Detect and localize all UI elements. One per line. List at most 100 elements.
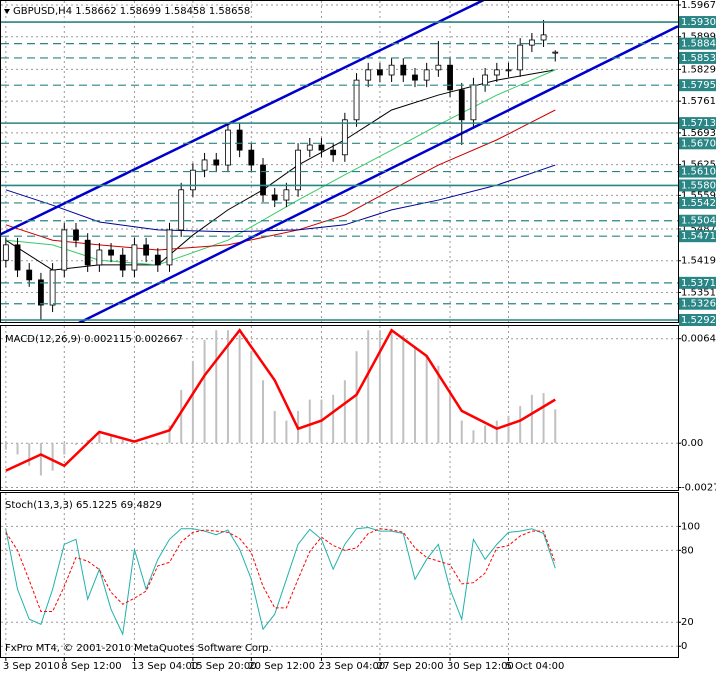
level-label: 1.53269 xyxy=(681,299,716,310)
stoch-title: Stoch(13,3,3) 65.1225 69.4829 xyxy=(5,500,162,511)
x-tick-label: 20 Sep 12:00 xyxy=(248,661,315,672)
level-label-box xyxy=(679,16,716,29)
histogram-bar xyxy=(332,394,335,444)
chart-title: GBPUSD,H4 1.58662 1.58699 1.58458 1.5865… xyxy=(13,6,250,17)
candle-body xyxy=(271,194,278,201)
candle-body xyxy=(131,244,138,271)
candle-body xyxy=(26,269,33,281)
candle-body xyxy=(295,149,301,191)
y-tick-label: 1.54870 xyxy=(681,224,716,235)
candle-body xyxy=(49,269,56,306)
histogram-bar xyxy=(74,443,77,445)
histogram-bar xyxy=(355,351,358,444)
candle-body xyxy=(38,279,44,306)
candle-body xyxy=(236,129,243,151)
histogram-bar xyxy=(495,420,498,444)
y-tick-label: 0.00 xyxy=(681,438,703,449)
candle-body xyxy=(73,229,79,241)
candle-body xyxy=(154,254,161,266)
candle-body xyxy=(201,159,208,171)
x-tick-label: 13 Sep 04:00 xyxy=(131,661,198,672)
level-label-box xyxy=(679,179,716,192)
level-label-box xyxy=(679,117,716,130)
histogram-bar xyxy=(378,330,381,444)
histogram-bar xyxy=(437,365,440,444)
y-tick-label: 1.58290 xyxy=(681,64,716,75)
histogram-bar xyxy=(273,410,276,444)
candle-body xyxy=(435,64,442,71)
level-label-box xyxy=(679,230,716,243)
histogram-bar xyxy=(554,409,557,444)
indicator-line xyxy=(5,528,556,612)
histogram-bar xyxy=(413,346,416,444)
candle-body xyxy=(447,64,453,91)
macd-panel-frame xyxy=(0,325,679,491)
level-label: 1.55047 xyxy=(681,216,716,227)
histogram-bar xyxy=(156,443,159,445)
trendline xyxy=(1,1,485,236)
x-tick-label: 15 Sep 20:00 xyxy=(190,661,257,672)
histogram-bar xyxy=(191,360,194,444)
indicator-line xyxy=(5,527,556,636)
level-label: 1.58536 xyxy=(681,53,716,64)
y-tick-label: 1.58990 xyxy=(681,32,716,43)
level-label: 1.56706 xyxy=(681,138,716,149)
candle-body xyxy=(458,89,465,121)
histogram-bar xyxy=(4,443,7,450)
candle-body xyxy=(470,84,477,121)
level-label: 1.59305 xyxy=(681,17,716,28)
candle-body xyxy=(318,144,325,151)
indicator-line xyxy=(5,69,556,266)
candle-body xyxy=(14,244,21,271)
candle-body xyxy=(353,79,360,121)
candle-body xyxy=(225,129,231,166)
level-label-box xyxy=(679,276,716,289)
histogram-bar xyxy=(63,443,66,455)
x-tick-label: 23 Sep 04:00 xyxy=(318,661,385,672)
candle-body xyxy=(2,244,9,261)
level-label-box xyxy=(679,214,716,227)
stoch-panel-frame xyxy=(0,492,679,658)
candle-body xyxy=(505,69,512,72)
x-tick-label: 30 Sep 12:00 xyxy=(447,661,514,672)
histogram-bar xyxy=(238,335,241,444)
y-tick-label: 1.59670 xyxy=(681,0,716,11)
y-tick-label: -0.002745 xyxy=(681,482,716,493)
candle-body xyxy=(552,51,559,54)
x-tick-label: 3 Sep 2010 xyxy=(3,661,60,672)
level-label-box xyxy=(679,51,716,64)
x-tick-label: 27 Sep 20:00 xyxy=(377,661,444,672)
histogram-bar xyxy=(168,425,171,444)
level-label-box xyxy=(679,79,716,92)
histogram-bar xyxy=(308,399,311,444)
candle-body xyxy=(412,74,418,81)
y-tick-label: 1.57610 xyxy=(681,96,716,107)
histogram-bar xyxy=(51,443,54,471)
candle-body xyxy=(377,69,383,76)
price-panel-frame xyxy=(0,0,679,323)
histogram-bar xyxy=(285,420,288,444)
histogram-bar xyxy=(367,330,370,444)
level-label-box xyxy=(679,37,716,50)
x-tick-label: 8 Sep 12:00 xyxy=(61,661,121,672)
histogram-bar xyxy=(425,356,428,444)
candle-body xyxy=(260,164,266,196)
candle-body xyxy=(178,189,185,231)
y-tick-label: 20 xyxy=(681,617,694,628)
candle-body xyxy=(365,69,372,81)
level-label: 1.54716 xyxy=(681,231,716,242)
histogram-bar xyxy=(343,380,346,444)
level-label-box xyxy=(679,137,716,150)
level-label-box xyxy=(679,165,716,178)
level-label-box xyxy=(679,314,716,326)
histogram-bar xyxy=(460,420,463,444)
level-label: 1.53716 xyxy=(681,278,716,289)
histogram-bar xyxy=(390,330,393,444)
y-tick-label: 1.56250 xyxy=(681,160,716,171)
candle-body xyxy=(108,249,114,256)
histogram-bar xyxy=(484,425,487,444)
